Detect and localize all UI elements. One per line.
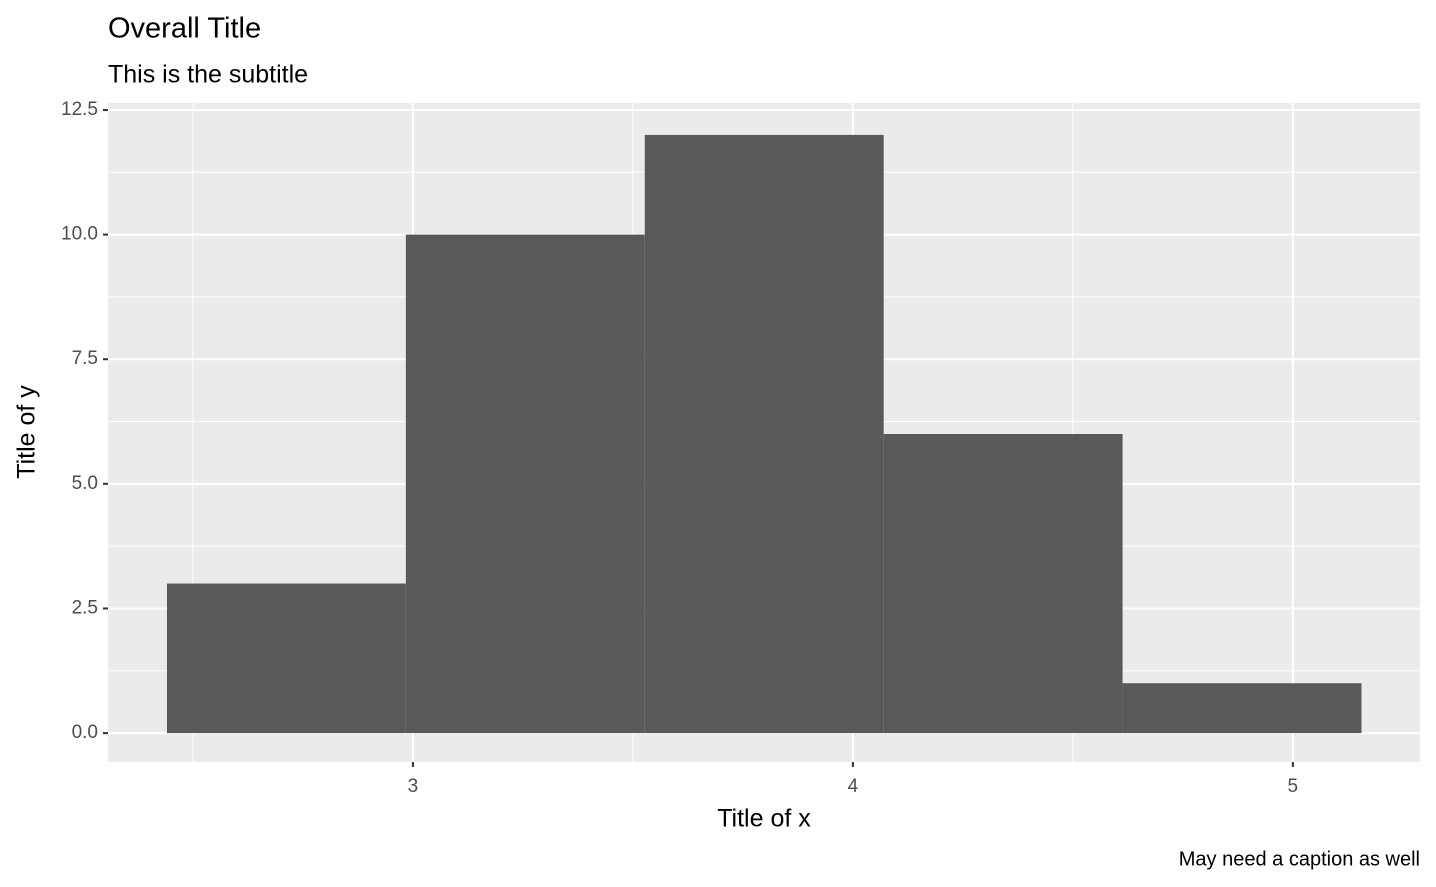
x-tick-label: 3	[408, 776, 419, 797]
y-tick-label: 0.0	[72, 722, 98, 743]
x-tick-label: 5	[1288, 776, 1299, 797]
y-tick-label: 7.5	[72, 348, 98, 369]
caption: May need a caption as well	[1179, 848, 1420, 870]
chart-subtitle: This is the subtitle	[108, 61, 308, 89]
y-tick-label: 2.5	[72, 597, 98, 618]
bar	[1122, 683, 1362, 734]
bar	[644, 134, 884, 734]
y-tick-label: 12.5	[61, 99, 98, 120]
y-tick-label: 5.0	[72, 473, 98, 494]
x-axis-title: Title of x	[717, 805, 811, 833]
bar	[166, 583, 406, 734]
chart-title: Overall Title	[108, 13, 261, 45]
x-tick-label: 4	[848, 776, 859, 797]
y-tick-label: 10.0	[61, 224, 98, 245]
bar	[883, 433, 1123, 734]
y-axis-title: Title of y	[13, 385, 41, 479]
bar	[405, 234, 645, 734]
